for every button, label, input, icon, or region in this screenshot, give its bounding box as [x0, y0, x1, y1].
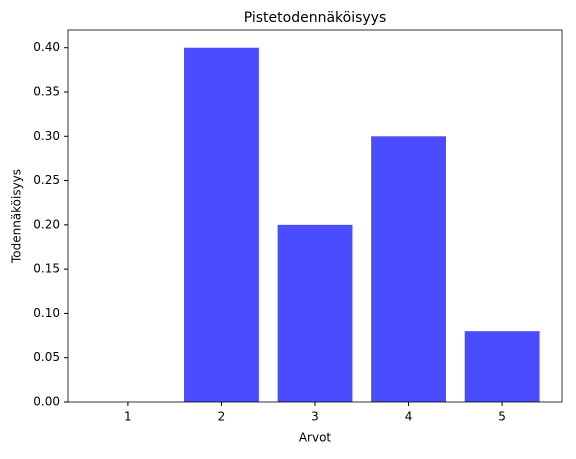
y-tick-label: 0.20: [33, 217, 60, 231]
bar: [184, 47, 259, 402]
x-tick-label: 5: [498, 410, 506, 424]
x-tick-label: 4: [405, 410, 413, 424]
y-tick-label: 0.10: [33, 306, 60, 320]
x-axis-label: Arvot: [299, 431, 332, 445]
y-tick-label: 0.15: [33, 262, 60, 276]
bar: [277, 224, 353, 402]
x-tick-label: 2: [218, 410, 226, 424]
chart-title: Pistetodennäköisyys: [244, 10, 387, 26]
x-tick-label: 3: [311, 410, 319, 424]
plot-frame: [67, 29, 563, 403]
y-axis-label: Todennäköisyys: [10, 169, 24, 264]
y-tick-label: 0.25: [33, 173, 60, 187]
y-tick-label: 0.40: [33, 40, 60, 54]
y-tick-label: 0.05: [33, 350, 60, 364]
bar: [371, 136, 446, 403]
bar: [464, 331, 540, 402]
y-tick-label: 0.30: [33, 129, 60, 143]
x-tick-label: 1: [124, 410, 132, 424]
y-tick-label: 0.00: [33, 395, 60, 409]
y-tick-label: 0.35: [33, 85, 60, 99]
